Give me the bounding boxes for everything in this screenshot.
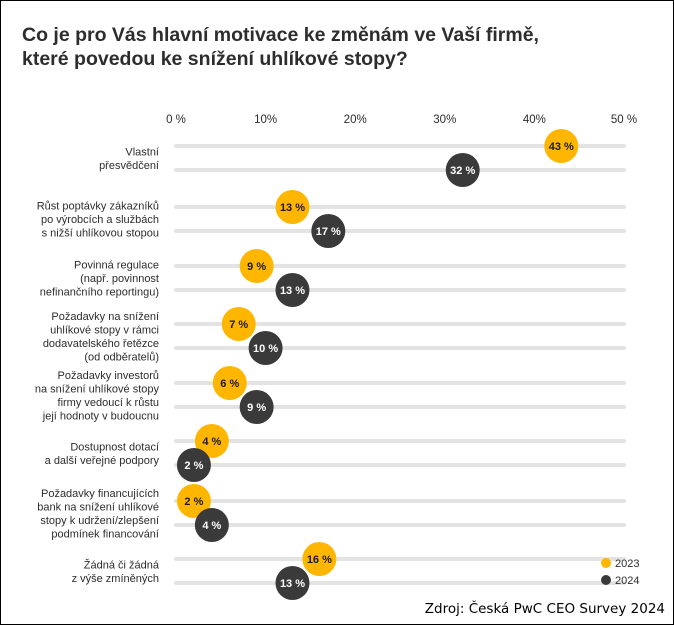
data-label-2024: 17 % — [316, 226, 341, 238]
category-label: Požadavky investorů na snížení uhlíkové s… — [35, 370, 160, 423]
data-label-2024: 2 % — [184, 460, 203, 472]
legend-label-2024: 2024 — [615, 575, 639, 587]
data-label-2023: 13 % — [280, 202, 305, 214]
category-label-line: Růst poptávky zákazníků — [37, 201, 159, 213]
data-bubble-2024 — [248, 331, 283, 365]
category-label-line: s nižší uhlíkovou stopou — [42, 228, 159, 240]
x-tick-label: 10% — [254, 114, 277, 126]
data-bubble-2024 — [176, 448, 211, 482]
category-label: Vlastní přesvědčení — [99, 146, 159, 172]
category-label-line: (např. povinnost — [80, 273, 159, 285]
data-bubble-2024 — [275, 273, 310, 307]
category-label-line: Vlastní — [125, 146, 159, 158]
chart-title: Co je pro Vás hlavní motivace ke změnám … — [22, 23, 622, 71]
x-tick-label: 20% — [344, 114, 367, 126]
data-bubble-2024 — [311, 214, 346, 248]
category-label-line: a další veřejné podpory — [45, 455, 160, 467]
category-label-line: Dostupnost dotací — [70, 441, 159, 453]
data-label-2024: 9 % — [247, 402, 266, 414]
category-label-line: přesvědčení — [99, 160, 159, 172]
category-label: Požadavky na snížení uhlíkové stopy v rám… — [43, 311, 159, 364]
category-label: Dostupnost dotací a další veřejné podpory — [45, 441, 160, 467]
data-bubble-2023 — [544, 129, 579, 163]
category-label: Povinná regulace (např. povinnost nefinanč… — [40, 260, 159, 299]
category-label: Růst poptávky zákazníků po výrobcích a sl… — [37, 201, 159, 240]
category-label-line: Požadavky financujících — [41, 488, 159, 500]
category-label-line: Povinná regulace — [74, 260, 159, 272]
chart-title-line-2: které povedou ke snížení uhlíkové stopy? — [22, 48, 408, 70]
data-bubble-2024 — [239, 390, 274, 424]
x-tick-label: 50 % — [611, 114, 637, 126]
data-bubble-2024 — [445, 153, 480, 187]
category-label-line: na snížení uhlíkové stopy — [35, 383, 160, 395]
category-label-line: podmínek financování — [51, 528, 159, 540]
data-label-2023: 43 % — [549, 141, 574, 153]
category-label: Žádná či žádná z výše zmíněných — [72, 558, 160, 585]
chart-title-line-1: Co je pro Vás hlavní motivace ke změnám … — [22, 24, 539, 46]
category-label-line: Požadavky investorů — [58, 370, 160, 382]
category-label-line: dodavatelského řetězce — [43, 338, 159, 350]
data-label-2023: 9 % — [247, 261, 266, 273]
data-bubble-2023 — [302, 542, 337, 576]
data-label-2023: 16 % — [307, 554, 332, 566]
category-label-line: stopy k udržení/zlepšení — [40, 515, 159, 527]
data-label-2024: 10 % — [253, 343, 278, 355]
data-bubble-2023 — [194, 424, 229, 458]
data-label-2023: 2 % — [184, 496, 203, 508]
category-label: Požadavky financujících bank na snížení u… — [37, 488, 159, 541]
data-bubble-2024 — [275, 566, 310, 600]
data-bubble-2024 — [194, 508, 229, 542]
category-label-line: nefinančního reportingu) — [40, 287, 159, 299]
data-label-2023: 6 % — [220, 378, 239, 390]
category-label-line: uhlíkové stopy v rámci — [50, 324, 159, 336]
data-bubble-2023 — [239, 249, 274, 283]
data-label-2023: 4 % — [202, 436, 221, 448]
data-bubble-2023 — [275, 190, 310, 224]
data-label-2024: 13 % — [280, 285, 305, 297]
data-label-2024: 4 % — [202, 520, 221, 532]
category-label-line: (od odběratelů) — [84, 351, 159, 363]
category-label-line: Požadavky na snížení — [51, 311, 159, 323]
data-bubble-2023 — [221, 307, 256, 341]
data-label-2024: 13 % — [280, 578, 305, 590]
legend-label-2023: 2023 — [615, 558, 639, 570]
legend-marker-2023 — [601, 558, 611, 568]
x-tick-label: 40% — [523, 114, 546, 126]
legend-marker-2024 — [601, 575, 611, 585]
data-bubble-2023 — [212, 366, 247, 400]
data-label-2024: 32 % — [450, 165, 475, 177]
data-label-2023: 7 % — [229, 319, 248, 331]
x-tick-label: 0 % — [166, 114, 186, 126]
x-tick-label: 30% — [433, 114, 456, 126]
category-label-line: firmy vedoucí k růstu — [58, 397, 159, 409]
category-label-line: její hodnoty v budoucnu — [42, 410, 159, 422]
source-note: Zdroj: Česká PwC CEO Survey 2024 — [424, 601, 665, 617]
category-label-line: po výrobcích a službách — [41, 214, 159, 226]
category-label-line: bank na snížení uhlíkové — [37, 501, 159, 513]
category-label-line: z výše zmíněných — [72, 573, 159, 585]
data-bubble-2023 — [176, 484, 211, 518]
category-label-line: Žádná či žádná — [84, 558, 160, 571]
